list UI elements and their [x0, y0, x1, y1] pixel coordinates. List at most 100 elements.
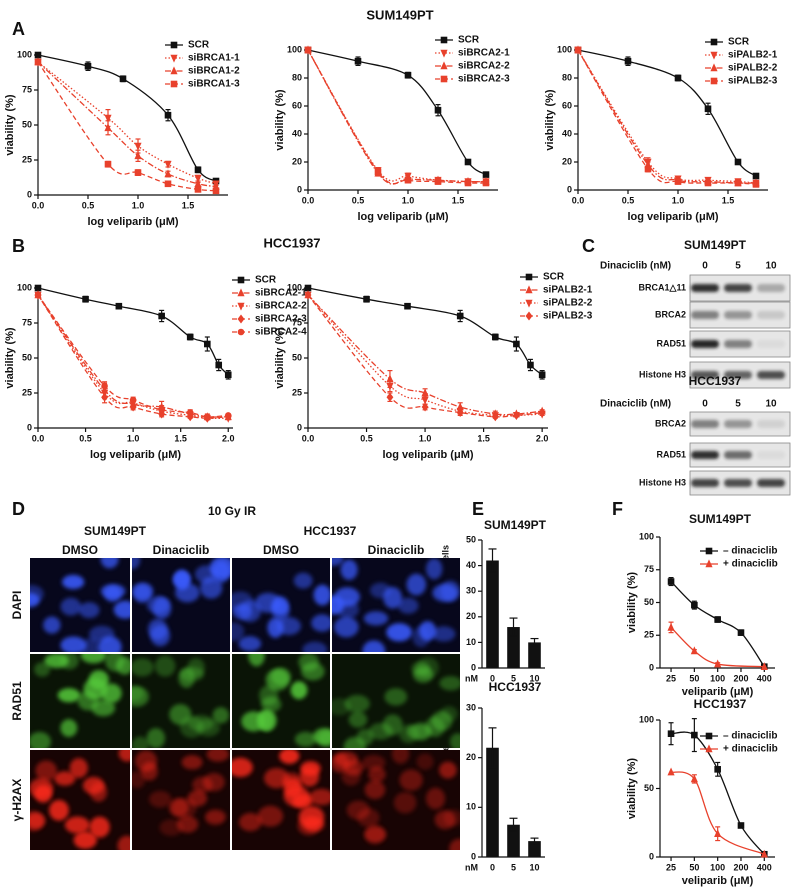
marker: [170, 80, 178, 88]
fit-line: [307, 49, 487, 185]
blot-row-label: BRCA2: [655, 309, 686, 319]
nucleus: [397, 597, 419, 614]
chart-title: HCC1937: [489, 680, 542, 694]
marker: [104, 123, 112, 132]
nucleus: [363, 611, 389, 626]
marker: [421, 396, 429, 405]
marker: [710, 38, 718, 46]
marker: [158, 406, 165, 414]
nucleus: [393, 792, 417, 814]
x-tick-label: 0.5: [79, 433, 92, 443]
marker: [491, 412, 499, 422]
blot-row-label: BRCA1△11: [639, 282, 686, 292]
x-tick-label: 0.5: [360, 433, 373, 443]
nucleus: [43, 616, 61, 634]
stain-label: RAD51: [10, 681, 24, 721]
nucleus: [255, 592, 282, 613]
nucleus: [69, 758, 88, 778]
x-axis-label: log veliparib (μM): [90, 449, 181, 461]
legend-label: siPALB2-2: [543, 298, 593, 309]
marker: [404, 71, 412, 79]
x-axis-label: log veliparib (μM): [627, 211, 718, 223]
lane-label: 10: [765, 261, 777, 272]
nucleus: [439, 676, 460, 691]
x-tick-label: 25: [666, 862, 676, 872]
legend-label: siPALB2-1: [728, 50, 778, 61]
marker: [237, 288, 245, 297]
marker: [119, 75, 127, 83]
nucleus: [449, 838, 460, 850]
marker: [104, 160, 112, 168]
nucleus: [232, 591, 254, 613]
y-tick-label: 75: [22, 317, 32, 327]
nucleus: [57, 688, 81, 703]
blot-band: [691, 371, 719, 379]
y-axis-label: viability (%): [626, 572, 638, 633]
marker: [34, 291, 42, 299]
legend-label: SCR: [458, 35, 480, 46]
marker: [464, 158, 472, 166]
nucleus: [440, 706, 458, 722]
bar: [486, 747, 499, 857]
x-tick-label: 50: [689, 673, 699, 683]
marker: [624, 57, 632, 65]
marker: [237, 328, 245, 336]
nucleus: [118, 750, 130, 762]
nucleus: [60, 597, 82, 616]
blot-title: HCC1937: [689, 374, 742, 388]
condition: Dinaciclib: [153, 543, 210, 557]
panel-label: C: [582, 236, 595, 256]
micrograph: [232, 558, 330, 652]
marker: [34, 58, 42, 66]
legend-label: siBRCA2-4: [255, 327, 307, 338]
legend-label: siBRCA1-2: [188, 66, 240, 77]
marker: [224, 371, 232, 379]
marker: [538, 371, 546, 379]
x-axis-label: veliparib (μM): [682, 875, 754, 887]
marker: [440, 36, 448, 44]
micro-title: 10 Gy IR: [208, 504, 256, 518]
y-tick-label: 40: [466, 560, 476, 570]
marker: [421, 402, 429, 412]
y-tick-label: 80: [292, 72, 302, 82]
legend-label: SCR: [728, 37, 750, 48]
marker: [714, 659, 722, 668]
nucleus: [334, 587, 361, 607]
nucleus: [416, 753, 434, 770]
y-tick-label: 20: [466, 752, 476, 762]
y-tick-label: 60: [562, 100, 572, 110]
marker: [705, 744, 713, 753]
y-tick-label: 100: [287, 282, 302, 292]
nucleus: [383, 586, 403, 609]
marker: [705, 547, 713, 555]
x-tick-label: 1.5: [452, 195, 465, 205]
marker: [525, 311, 533, 321]
nucleus: [257, 805, 284, 827]
nucleus: [80, 654, 107, 664]
y-tick-label: 100: [17, 49, 32, 59]
x-tick-label: 200: [733, 673, 748, 683]
marker: [574, 46, 582, 54]
nucleus: [141, 761, 158, 781]
y-tick-label: 30: [466, 702, 476, 712]
nucleus: [133, 584, 152, 603]
x-tick-label: 0: [490, 862, 495, 872]
blot-row-label: Histone H3: [639, 477, 686, 487]
lane-label: 5: [735, 399, 741, 410]
y-tick-label: 100: [639, 531, 654, 541]
y-tick-label: 0: [297, 422, 302, 432]
nucleus: [362, 640, 386, 652]
y-tick-label: 10: [466, 637, 476, 647]
marker: [760, 849, 768, 858]
legend-label: siBRCA1-1: [188, 53, 240, 64]
blot-band: [757, 371, 785, 379]
blot-band: [757, 311, 785, 319]
marker: [704, 179, 712, 187]
y-axis-label: viability (%): [274, 89, 286, 150]
nucleus: [294, 731, 317, 747]
nucleus: [146, 727, 166, 748]
panel-label: D: [12, 499, 25, 519]
y-tick-label: 50: [22, 352, 32, 362]
y-tick-label: 50: [466, 534, 476, 544]
nucleus: [343, 736, 366, 748]
